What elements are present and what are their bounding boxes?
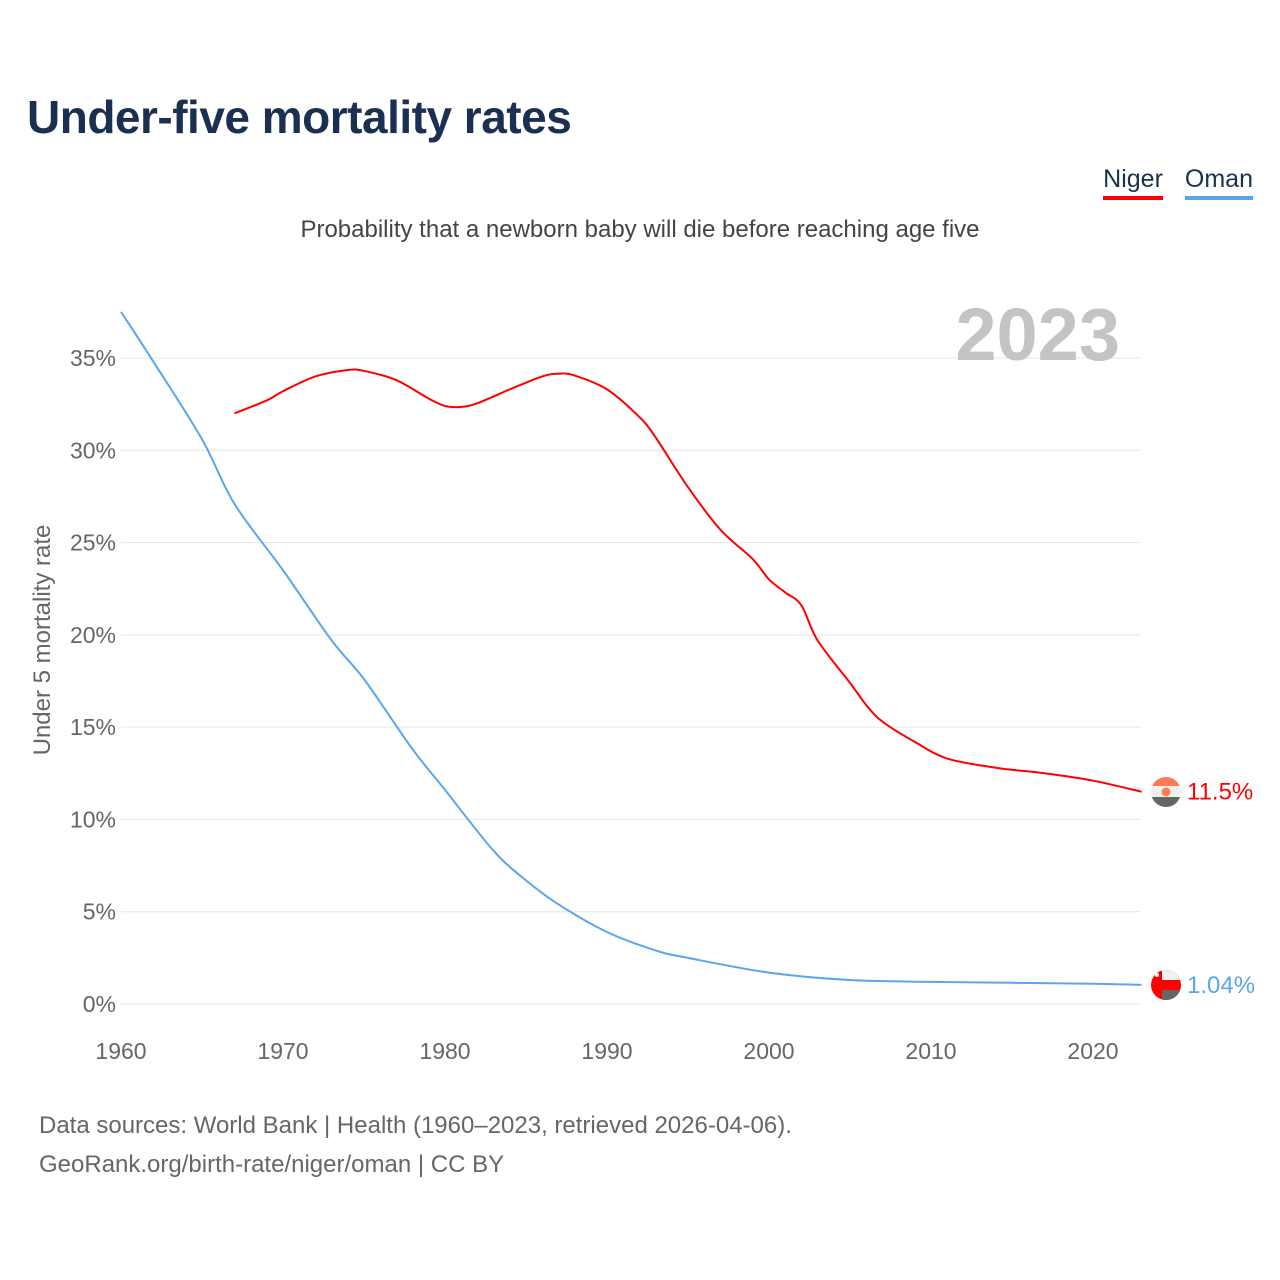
x-tick-label: 1970 <box>257 1038 308 1064</box>
year-watermark: 2023 <box>955 293 1120 376</box>
legend-item-oman[interactable]: Oman <box>1184 165 1253 200</box>
source-note: Data sources: World Bank | Health (1960–… <box>39 1112 792 1139</box>
legend: Niger Oman <box>1103 165 1253 200</box>
x-tick-label: 2000 <box>743 1038 794 1064</box>
end-label-niger: 11.5% <box>1187 779 1253 806</box>
x-tick-label: 1980 <box>419 1038 470 1064</box>
y-tick-label: 35% <box>70 345 116 371</box>
x-tick-label: 1960 <box>95 1038 146 1064</box>
x-tick-label: 2010 <box>905 1038 956 1064</box>
legend-item-niger[interactable]: Niger <box>1103 165 1163 200</box>
y-tick-label: 20% <box>70 622 116 648</box>
y-tick-label: 5% <box>83 899 116 925</box>
x-tick-label: 2020 <box>1067 1038 1118 1064</box>
end-label-oman: 1.04% <box>1187 972 1255 999</box>
y-tick-label: 10% <box>70 806 116 832</box>
y-tick-label: 25% <box>70 530 116 556</box>
y-tick-label: 30% <box>70 437 116 463</box>
niger-flag-icon <box>1151 777 1181 807</box>
source-link[interactable]: GeoRank.org/birth-rate/niger/oman | CC B… <box>39 1151 505 1178</box>
y-axis-label: Under 5 mortality rate <box>29 525 56 756</box>
oman-flag-icon <box>1151 970 1181 1000</box>
y-tick-label: 0% <box>83 991 116 1017</box>
chart-subtitle: Probability that a newborn baby will die… <box>300 216 980 243</box>
chart-title: Under-five mortality rates <box>27 91 572 143</box>
x-tick-label: 1990 <box>581 1038 632 1064</box>
y-tick-label: 15% <box>70 714 116 740</box>
series-line-oman <box>120 311 1142 986</box>
footer: Data sources: World Bank | Health (1960–… <box>39 1106 792 1184</box>
series-line-niger <box>234 368 1142 793</box>
